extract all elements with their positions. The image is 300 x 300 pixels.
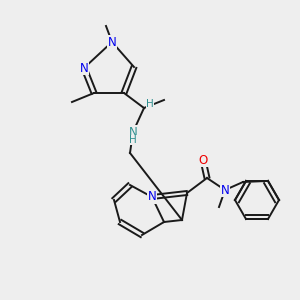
Text: H: H [129,135,137,145]
Text: N: N [108,35,116,49]
Text: O: O [198,154,208,166]
Text: N: N [129,125,137,139]
Text: H: H [146,99,154,109]
Text: N: N [220,184,230,196]
Text: N: N [80,61,88,74]
Text: N: N [148,190,156,203]
